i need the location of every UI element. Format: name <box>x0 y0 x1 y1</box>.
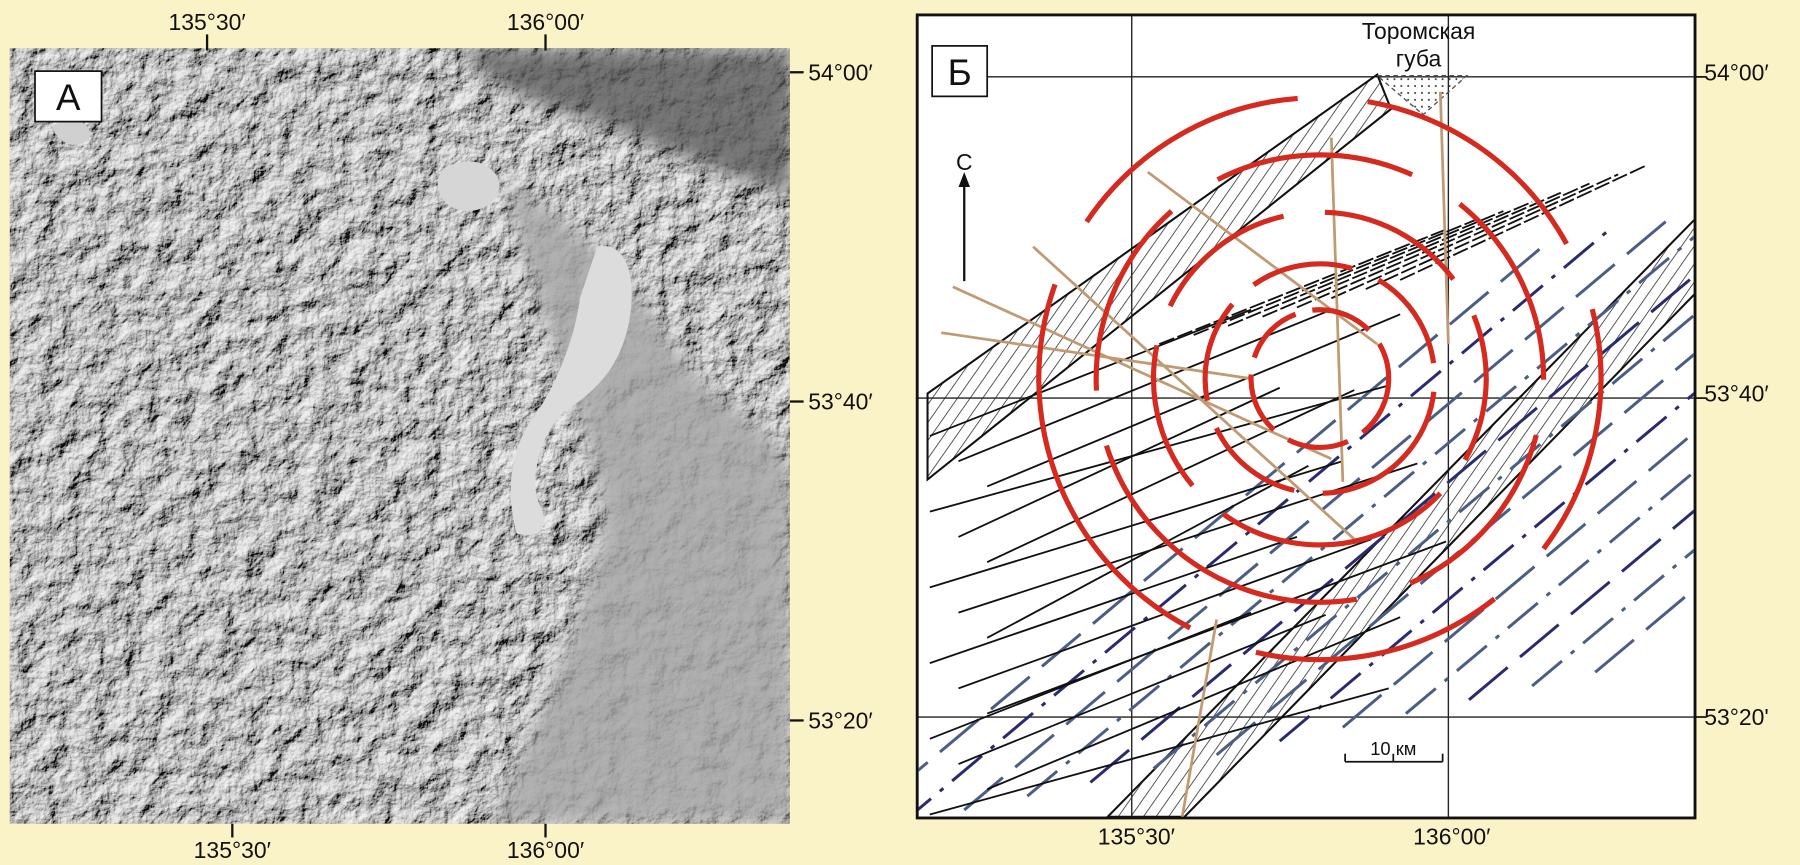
panel-label: Б <box>948 52 972 93</box>
panel-label: А <box>56 77 81 118</box>
page: А 135°30′ 136°00′ 54°00′ 53°40′ 53°20′ 1… <box>0 0 1800 865</box>
lat-label: 53°20′ <box>808 707 873 733</box>
lat-label: 54°00′ <box>1704 59 1769 85</box>
lon-label: 136°00′ <box>507 837 584 863</box>
lon-label: 136°00′ <box>1413 823 1490 849</box>
place-name: губа <box>1396 46 1442 72</box>
lat-label: 54°00′ <box>808 59 873 85</box>
relief-image <box>10 48 792 824</box>
lat-label: 53°20' <box>1704 704 1769 730</box>
figure: А 135°30′ 136°00′ 54°00′ 53°40′ 53°20′ 1… <box>0 0 1800 865</box>
lat-label: 53°40′ <box>808 389 873 415</box>
lon-label: 136°00′ <box>507 9 584 35</box>
lon-label: 135°30′ <box>168 9 245 35</box>
north-label: С <box>956 149 973 175</box>
lat-label: 53°40′ <box>1704 381 1769 407</box>
scale-label: 10 км <box>1370 738 1416 759</box>
lon-label: 135°30′ <box>194 837 271 863</box>
place-name: Торомская <box>1362 18 1475 44</box>
lon-label: 135°30′ <box>1098 823 1175 849</box>
